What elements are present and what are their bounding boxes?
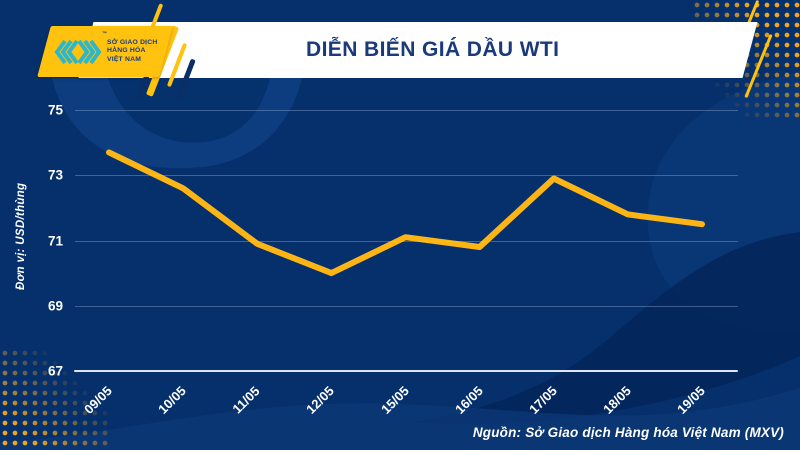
y-tick-label-75: 75 [47, 102, 63, 118]
x-tick-label-15-05: 15/05 [377, 383, 412, 417]
gridline-71 [75, 240, 738, 242]
wave-bottom-dark [408, 232, 800, 425]
wave-bottom-light [0, 388, 800, 450]
gridline-75 [75, 110, 738, 111]
y-tick-label-71: 71 [47, 233, 63, 248]
x-tick-label-10-05: 10/05 [155, 383, 189, 417]
x-tick-label-19-05: 19/05 [674, 383, 708, 417]
x-axis-line [74, 370, 738, 372]
gridline-73 [75, 175, 738, 177]
y-tick-label-67: 67 [47, 363, 63, 379]
gridline-69 [75, 305, 738, 307]
x-tick-label-11-05: 11/05 [229, 383, 263, 417]
x-tick-label-12-05: 12/05 [303, 383, 338, 417]
source-attribution: Nguồn: Sở Giao dịch Hàng hóa Việt Nam (M… [472, 425, 784, 440]
x-tick-label-16-05: 16/05 [451, 383, 486, 417]
x-tick-label-18-05: 18/05 [600, 383, 634, 417]
x-tick-label-09-05: 09/05 [81, 383, 115, 417]
halftone-dots-bottom-left [0, 348, 108, 450]
mxv-chevron-logo-icon [54, 39, 102, 64]
mxv-logo: ™ SỞ GIAO DỊCH HÀNG HÓA VIỆT NAM [37, 26, 173, 77]
wti-price-line [106, 149, 705, 277]
y-tick-label-73: 73 [47, 167, 63, 183]
y-tick-label-69: 69 [47, 298, 63, 314]
x-tick-label-17-05: 17/05 [525, 383, 560, 417]
y-axis-unit-label: Đơn vị: USD/thùng [15, 182, 27, 290]
mxv-logo-content: ™ SỞ GIAO DỊCH HÀNG HÓA VIỆT NAM [44, 26, 166, 77]
